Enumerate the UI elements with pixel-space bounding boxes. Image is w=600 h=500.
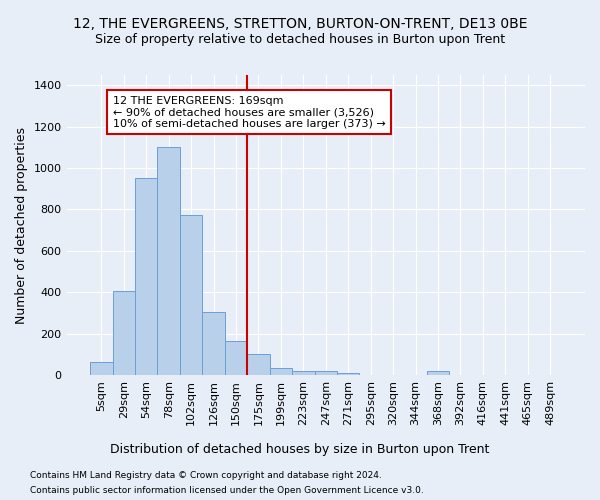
Bar (292, 372, 314, 375)
Bar (90, 362, 113, 375)
Bar (314, 372, 337, 375)
Bar (180, 214, 202, 375)
Bar (202, 312, 225, 375)
Bar (113, 290, 135, 375)
Bar (247, 354, 269, 375)
Text: 12, THE EVERGREENS, STRETTON, BURTON-ON-TRENT, DE13 0BE: 12, THE EVERGREENS, STRETTON, BURTON-ON-… (73, 18, 527, 32)
Bar (157, 148, 180, 375)
Y-axis label: Number of detached properties: Number of detached properties (15, 126, 28, 324)
Bar (269, 368, 292, 375)
Bar (135, 178, 157, 375)
Text: Contains public sector information licensed under the Open Government Licence v3: Contains public sector information licen… (30, 486, 424, 495)
Bar (225, 341, 247, 375)
Bar (427, 372, 449, 375)
Text: Contains HM Land Registry data © Crown copyright and database right 2024.: Contains HM Land Registry data © Crown c… (30, 471, 382, 480)
Bar (337, 373, 359, 375)
Text: Size of property relative to detached houses in Burton upon Trent: Size of property relative to detached ho… (95, 32, 505, 46)
Text: 12 THE EVERGREENS: 169sqm
← 90% of detached houses are smaller (3,526)
10% of se: 12 THE EVERGREENS: 169sqm ← 90% of detac… (113, 96, 385, 129)
Text: Distribution of detached houses by size in Burton upon Trent: Distribution of detached houses by size … (110, 442, 490, 456)
